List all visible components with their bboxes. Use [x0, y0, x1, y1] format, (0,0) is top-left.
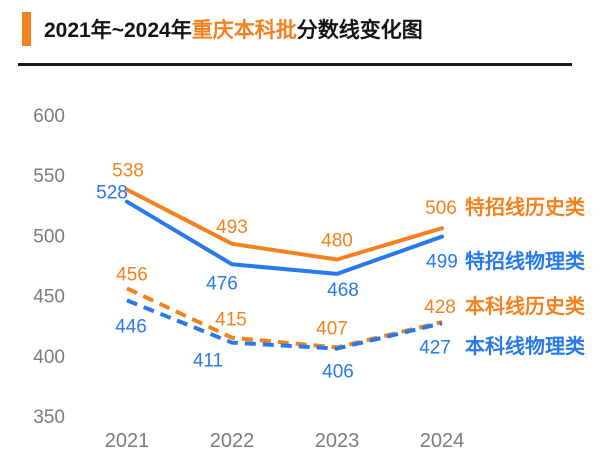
y-tick-label: 500 [33, 226, 65, 247]
series-line-1 [125, 199, 444, 276]
y-tick-label: 600 [33, 106, 65, 127]
point-value-label: 468 [327, 280, 359, 301]
legend-label-2: 本科线历史类 [465, 294, 585, 318]
point-value-label: 415 [215, 310, 247, 331]
series-line-0 [125, 187, 444, 262]
legend-label-0: 特招线历史类 [465, 195, 585, 219]
title-highlight: 重庆本科批 [191, 19, 297, 42]
x-tick-label: 2024 [420, 430, 465, 452]
y-tick-label: 550 [33, 166, 65, 187]
point-value-label: 406 [322, 362, 354, 383]
point-value-label: 538 [112, 161, 144, 182]
title-accent-bar [22, 12, 31, 46]
x-tick-label: 2022 [210, 430, 255, 452]
header: 2021年~2024年重庆本科批分数线变化图 [0, 0, 600, 66]
point-value-label: 411 [193, 351, 223, 372]
y-tick-label: 400 [33, 347, 65, 368]
y-tick-label: 350 [33, 407, 65, 428]
page-title: 2021年~2024年重庆本科批分数线变化图 [44, 14, 423, 44]
x-tick-label: 2023 [315, 430, 360, 452]
legend-label-1: 特招线物理类 [465, 249, 585, 273]
point-value-label: 493 [216, 217, 248, 238]
divider [18, 63, 572, 66]
series-line-2 [126, 286, 443, 350]
x-tick-label: 2021 [105, 430, 150, 452]
title-part2: 分数线变化图 [296, 19, 423, 42]
legend-label-3: 本科线物理类 [465, 334, 585, 358]
y-tick-label: 450 [33, 287, 65, 308]
point-value-label: 476 [206, 273, 238, 294]
point-value-label: 528 [96, 183, 128, 204]
title-part1: 2021年~2024年 [44, 19, 192, 42]
point-value-label: 480 [321, 231, 353, 252]
point-value-label: 427 [419, 337, 451, 358]
series-line-3 [126, 298, 443, 351]
score-line-chart: 600 550 500 450 400 350 2021 2022 2023 2024 538 493… [33, 106, 585, 452]
title-row: 2021年~2024年重庆本科批分数线变化图 [22, 11, 600, 47]
point-value-label: 456 [116, 264, 148, 285]
point-value-label: 428 [424, 297, 456, 318]
point-value-label: 499 [426, 252, 458, 273]
point-value-label: 407 [316, 318, 348, 339]
point-value-label: 446 [115, 316, 147, 337]
point-value-label: 506 [425, 198, 457, 219]
